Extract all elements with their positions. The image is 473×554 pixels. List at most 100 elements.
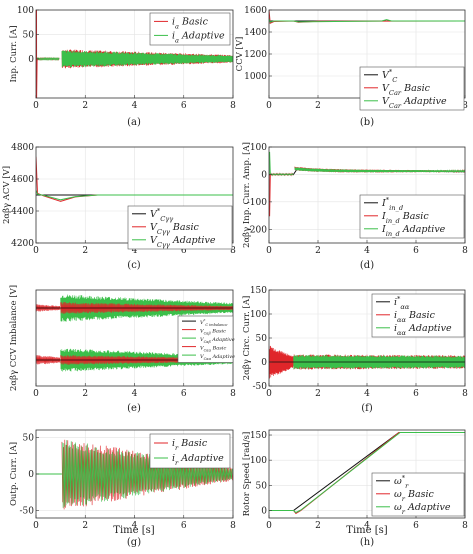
series-adaptive [61,50,233,68]
legend-entry: i*αα [394,295,410,311]
y-tick-label: 150 [250,286,267,296]
legend-entry: VCar Basic [382,83,431,97]
series-adaptive [36,190,233,201]
y-axis-label-e: 2αβγ CCV Imbalance [V] [9,285,19,391]
y-tick-label: -200 [247,225,267,235]
y-axis-label-b: CCV [V] [235,37,245,72]
y-tick-label: 4800 [11,143,34,153]
y-tick-label: 4200 [11,239,34,249]
x-tick-label: 2 [315,389,321,399]
legend-entry: ir Basic [172,438,208,452]
legend-entry: VCγγ Adaptive [150,235,216,249]
y-tick-label: -100 [247,198,267,208]
y-tick-label: 1400 [244,28,267,38]
series-adaptive [36,56,60,61]
series-adaptive [269,172,294,176]
x-tick-label: 6 [413,246,419,256]
x-tick-label: 8 [230,521,236,531]
plot-area-f [269,290,465,386]
x-tick-label: 6 [181,389,187,399]
x-tick-label: 4 [364,389,370,399]
panel-caption: (e) [127,403,141,414]
y-tick-label: 100 [250,456,267,466]
x-tick-label: 4 [132,521,138,531]
legend-box [371,472,465,517]
legend-entry: I*in_d [381,196,403,212]
x-tick-label: 4 [132,246,138,256]
y-tick-label: -50 [253,382,268,392]
x-tick-label: 0 [33,389,39,399]
x-tick-label: 6 [181,246,187,256]
y-tick-label: 50 [256,481,268,491]
series-basic [36,10,38,98]
legend-entry: iαα Adaptive [394,323,452,337]
x-tick-label: 0 [266,521,272,531]
legend-box [149,12,231,46]
x-tick-label: 8 [462,246,468,256]
legend-box [371,293,465,338]
x-axis-label-g: Time [s] [113,525,154,536]
legend-entry: Iin_d Adaptive [381,224,446,238]
x-tick-label: 2 [82,389,88,399]
y-tick-label: 0 [261,506,267,516]
panel-caption: (b) [360,117,374,128]
x-tick-label: 8 [230,389,236,399]
panel-caption: (d) [360,260,374,271]
y-axis-label-g: Outp. Curr. [A] [9,442,19,506]
y-tick-label: 0 [28,470,34,480]
x-tick-label: 8 [462,521,468,531]
y-tick-label: 1000 [244,72,267,82]
y-axis-label-a: Inp. Curr. [A] [9,25,19,82]
legend-box [127,205,233,250]
panel-caption: (g) [127,537,141,548]
y-axis-label-f: 2αβγ Circ. Curr. [A] [242,296,252,381]
x-tick-label: 2 [315,521,321,531]
y-axis-label-c: 2αβγ ACV [V] [2,166,12,224]
legend-entry: VCαβ Basic [200,329,226,336]
legend-entry: ir Adaptive [172,453,224,467]
y-tick-label: 150 [250,431,267,441]
legend-entry: V*C imbalance [200,319,227,327]
x-tick-label: 2 [82,101,88,111]
x-tick-label: 8 [462,101,468,111]
x-tick-label: 4 [364,521,370,531]
panel-caption: (h) [360,537,374,548]
y-tick-label: 50 [23,433,35,443]
x-tick-label: 4 [132,389,138,399]
legend-box [359,194,465,239]
x-tick-label: 6 [413,389,419,399]
y-tick-label: 50 [256,334,268,344]
legend-entry: ω*r [394,474,409,490]
y-tick-label: 1600 [244,6,267,16]
legend-entry: ia Basic [172,16,209,30]
series-adaptive [269,432,465,514]
x-tick-label: 0 [266,389,272,399]
x-tick-label: 0 [33,246,39,256]
panel-e: 0 2 4 6 8 2αβγ CCV Imbalance [V] V*C imbalance… [9,285,236,399]
x-tick-label: 6 [413,521,419,531]
x-tick-label: 4 [364,246,370,256]
y-tick-label: 1200 [244,50,267,60]
y-tick-label: -50 [20,507,35,517]
x-tick-label: 0 [266,101,272,111]
legend-entry: VCαα Adaptive [200,354,235,361]
x-tick-label: 4 [132,101,138,111]
y-axis-label-h: Rotor Speed [rad/s] [242,432,252,517]
x-tick-label: 0 [33,101,39,111]
x-tick-label: 2 [315,246,321,256]
panel-caption: (a) [127,117,141,128]
series-adaptive [293,354,465,370]
panel-caption: (f) [361,403,373,414]
y-tick-label: 0 [261,358,267,368]
legend-box [149,433,231,469]
x-tick-label: 8 [230,101,236,111]
y-axis-label-d: 2αβγ Inp. Curr. Amp. [A] [242,142,252,248]
legend-entry: ωr Basic [394,489,435,503]
x-tick-label: 2 [315,101,321,111]
